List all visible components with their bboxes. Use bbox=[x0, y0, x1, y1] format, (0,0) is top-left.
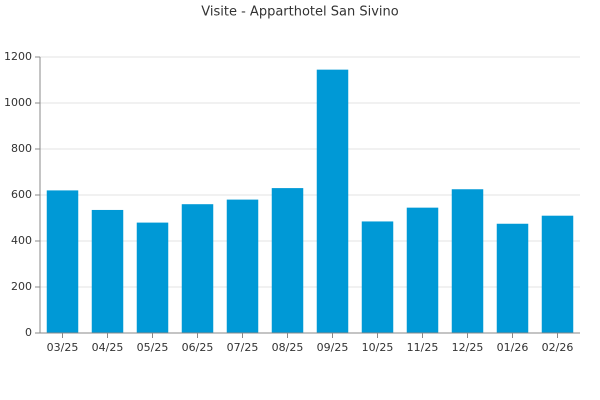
y-tick-label: 800 bbox=[11, 142, 32, 155]
x-tick-label: 07/25 bbox=[227, 341, 259, 354]
x-tick-label: 04/25 bbox=[92, 341, 124, 354]
bar bbox=[451, 189, 484, 333]
bar bbox=[361, 221, 394, 333]
y-tick-label: 600 bbox=[11, 188, 32, 201]
bar bbox=[406, 207, 439, 333]
x-tick-label: 06/25 bbox=[182, 341, 214, 354]
y-tick-label: 200 bbox=[11, 280, 32, 293]
x-tick-label: 12/25 bbox=[452, 341, 484, 354]
x-tick-label: 10/25 bbox=[362, 341, 394, 354]
x-tick-label: 05/25 bbox=[137, 341, 169, 354]
y-tick-label: 0 bbox=[25, 326, 32, 339]
x-tick-label: 11/25 bbox=[407, 341, 439, 354]
y-tick-label: 1000 bbox=[4, 96, 32, 109]
x-tick-label: 01/26 bbox=[497, 341, 529, 354]
bar bbox=[541, 215, 574, 333]
x-tick-label: 08/25 bbox=[272, 341, 304, 354]
y-tick-label: 1200 bbox=[4, 50, 32, 63]
x-tick-label: 02/26 bbox=[542, 341, 574, 354]
chart-title: Visite - Apparthotel San Sivino bbox=[201, 5, 398, 20]
bar bbox=[226, 199, 259, 333]
bar bbox=[496, 223, 529, 333]
y-tick-label: 400 bbox=[11, 234, 32, 247]
bar bbox=[46, 190, 79, 333]
bar bbox=[181, 204, 214, 333]
x-tick-label: 09/25 bbox=[317, 341, 349, 354]
x-tick-label: 03/25 bbox=[47, 341, 79, 354]
bar bbox=[271, 188, 304, 333]
bar bbox=[316, 69, 349, 334]
bar bbox=[91, 209, 124, 333]
bar bbox=[136, 222, 169, 333]
